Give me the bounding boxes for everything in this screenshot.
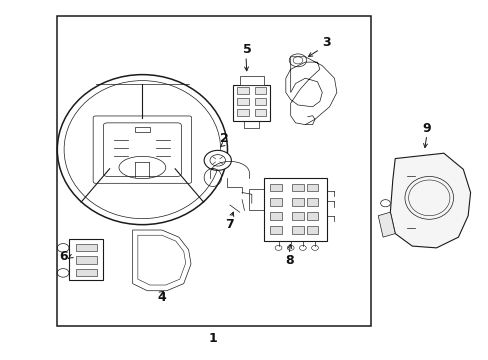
Bar [76, 256, 97, 264]
Bar [306, 226, 318, 234]
Bar [254, 87, 266, 94]
Bar [254, 98, 266, 105]
Text: 7: 7 [225, 218, 234, 231]
Text: 1: 1 [208, 333, 217, 346]
Bar [76, 269, 97, 276]
Bar [76, 244, 97, 251]
Bar [306, 198, 318, 206]
Bar [233, 85, 270, 121]
Bar [306, 184, 318, 192]
Bar [291, 212, 303, 220]
Text: 8: 8 [285, 254, 293, 267]
Bar [270, 184, 282, 192]
Text: 4: 4 [157, 291, 166, 305]
Polygon shape [389, 153, 469, 248]
Text: 2: 2 [219, 132, 228, 145]
Bar [291, 184, 303, 192]
Text: 9: 9 [422, 122, 430, 135]
Bar [254, 109, 266, 116]
Bar [270, 198, 282, 206]
Bar [237, 109, 248, 116]
Text: 3: 3 [321, 36, 330, 49]
Bar [239, 76, 264, 85]
Bar [57, 16, 370, 327]
Bar [249, 189, 264, 210]
Circle shape [380, 200, 389, 207]
Bar [264, 178, 326, 241]
Bar [291, 226, 303, 234]
Bar [306, 212, 318, 220]
Text: 6: 6 [59, 250, 68, 263]
Circle shape [203, 150, 231, 170]
Bar [291, 198, 303, 206]
Bar [135, 127, 150, 132]
Polygon shape [377, 212, 394, 237]
Bar [270, 226, 282, 234]
Bar [237, 87, 248, 94]
Bar [237, 98, 248, 105]
Bar [270, 212, 282, 220]
Bar [69, 239, 103, 280]
Text: 5: 5 [242, 43, 251, 56]
